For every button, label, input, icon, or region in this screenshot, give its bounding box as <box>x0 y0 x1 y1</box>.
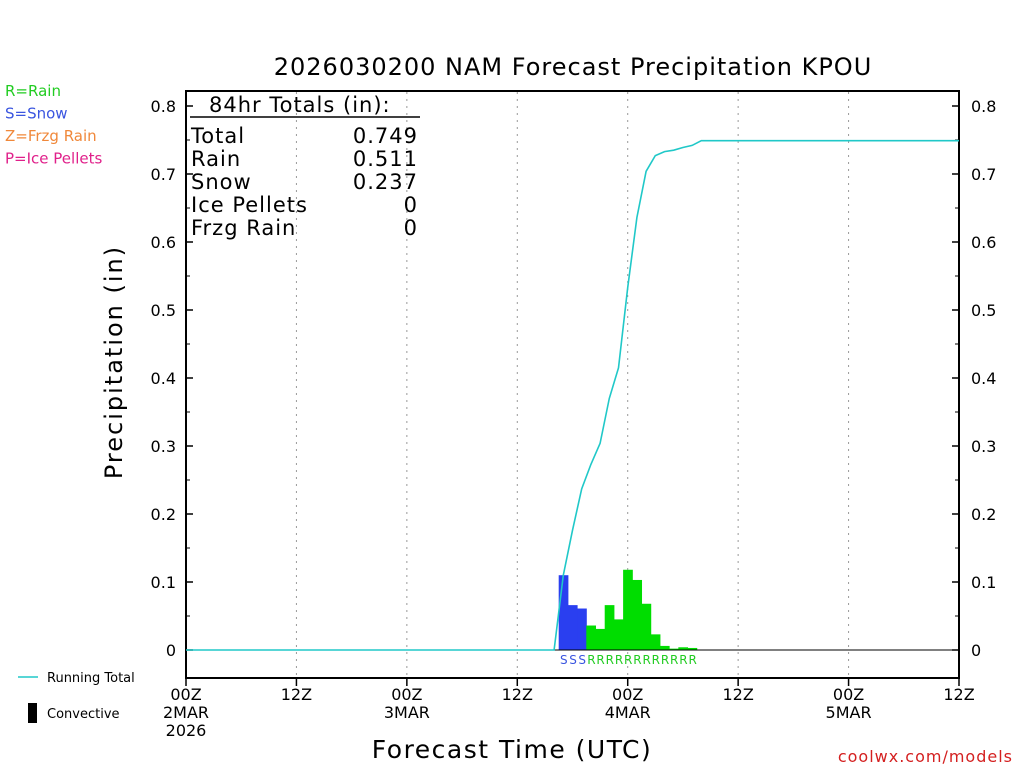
running-total-series <box>186 139 959 651</box>
y-tick-label-right: 0.2 <box>971 505 996 524</box>
chart-title: 2026030200 NAM Forecast Precipitation KP… <box>274 53 873 81</box>
precip-bar <box>604 605 615 650</box>
precip-type-letter: R <box>624 653 632 667</box>
precip-bar <box>669 648 679 650</box>
watermark-text: coolwx.com/models <box>838 747 1013 766</box>
x-tick-label: 3MAR <box>384 703 430 722</box>
precip-type-letter: S <box>578 653 586 667</box>
x-tick-label: 5MAR <box>826 703 872 722</box>
precip-type-letter: R <box>633 653 641 667</box>
precip-type-letter: S <box>569 653 577 667</box>
plot-frame <box>185 90 960 679</box>
totals-row-label: Ice Pellets <box>191 193 308 217</box>
precip-key-label: Z=Frzg Rain <box>5 127 97 145</box>
chart-legend: Running Total Convective <box>18 671 135 723</box>
y-tick-label-left: 0.5 <box>151 301 176 320</box>
totals-row-label: Total <box>190 124 245 148</box>
y-tick-label-right: 0.5 <box>971 301 996 320</box>
precip-type-letter: R <box>642 653 650 667</box>
y-tick-label-left: 0.1 <box>151 573 176 592</box>
totals-row-value: 0 <box>404 216 418 240</box>
y-tick-label-left: 0.3 <box>151 437 176 456</box>
totals-row-value: 0 <box>404 193 418 217</box>
x-tick-label: 12Z <box>722 685 753 704</box>
y-tick-label-right: 0 <box>971 641 981 660</box>
precip-type-letter: R <box>679 653 687 667</box>
x-tick-label: 4MAR <box>605 703 651 722</box>
y-tick-label-left: 0.8 <box>151 97 176 116</box>
x-tick-label: 00Z <box>612 685 643 704</box>
totals-header: 84hr Totals (in): <box>209 93 391 117</box>
precip-bars <box>186 569 959 651</box>
precip-bar <box>632 579 643 650</box>
x-tick-label: 2026 <box>166 721 207 740</box>
y-tick-label-left: 0.6 <box>151 233 176 252</box>
x-tick-label: 00Z <box>170 685 201 704</box>
precip-type-letter: R <box>606 653 614 667</box>
totals-row-value: 0.511 <box>353 147 418 171</box>
precip-bar <box>623 569 633 650</box>
x-tick-label: 12Z <box>943 685 974 704</box>
precip-type-letter: R <box>688 653 696 667</box>
precip-type-letter: R <box>596 653 604 667</box>
y-axis-label: Precipitation (in) <box>100 245 128 479</box>
y-tick-label-left: 0.2 <box>151 505 176 524</box>
totals-box: 84hr Totals (in): Total 0.749 Rain 0.511 Sno… <box>190 93 420 240</box>
y-tick-label-right: 0.6 <box>971 233 996 252</box>
totals-row-label: Rain <box>191 147 241 171</box>
precip-bar <box>641 603 652 650</box>
precip-key-label: P=Ice Pellets <box>5 150 102 168</box>
precip-type-key: R=Rain S=Snow Z=Frzg Rain P=Ice Pellets <box>5 82 102 168</box>
precip-key-label: R=Rain <box>5 82 61 100</box>
y-tick-label-left: 0.7 <box>151 165 176 184</box>
totals-row-label: Snow <box>191 170 252 194</box>
legend-label: Convective <box>47 707 120 722</box>
precip-bar <box>687 647 698 650</box>
y-tick-label-right: 0.4 <box>971 369 996 388</box>
precip-bar <box>595 628 606 650</box>
y-tick-label-right: 0.1 <box>971 573 996 592</box>
precip-bar <box>558 575 569 650</box>
y-tick-label-left: 0.4 <box>151 369 176 388</box>
precip-type-letter: R <box>661 653 669 667</box>
precip-type-letter: R <box>615 653 623 667</box>
precip-type-letter: R <box>587 653 595 667</box>
x-axis-label: Forecast Time (UTC) <box>372 735 652 764</box>
y-axis-ticks: 0 00.1 0.10.2 0.20.3 0.30.4 0.40.5 0.50.6 0.60.… <box>151 97 997 660</box>
legend-label: Running Total <box>47 671 135 686</box>
y-tick-label-right: 0.7 <box>971 165 996 184</box>
precip-bar <box>613 619 624 650</box>
x-tick-label: 2MAR <box>163 703 209 722</box>
x-tick-label: 00Z <box>391 685 422 704</box>
y-tick-label-left: 0 <box>166 641 176 660</box>
precip-type-letter: R <box>670 653 678 667</box>
precip-type-letter: S <box>560 653 568 667</box>
precip-bar <box>678 647 689 650</box>
y-tick-label-right: 0.3 <box>971 437 996 456</box>
totals-row-value: 0.237 <box>353 170 418 194</box>
precip-bar <box>586 625 597 650</box>
y-tick-label-right: 0.8 <box>971 97 996 116</box>
precip-bar <box>577 608 587 650</box>
precip-type-letter: R <box>652 653 660 667</box>
precip-bar <box>650 634 661 650</box>
x-tick-label: 00Z <box>833 685 864 704</box>
x-tick-label: 12Z <box>502 685 533 704</box>
running-total-line <box>186 139 959 651</box>
legend-bar-swatch <box>28 703 37 723</box>
precip-bar <box>567 605 578 650</box>
precip-bar <box>659 645 670 650</box>
precip-key-label: S=Snow <box>5 105 68 123</box>
totals-row-label: Frzg Rain <box>191 216 296 240</box>
x-tick-label: 12Z <box>281 685 312 704</box>
totals-row-value: 0.749 <box>353 124 418 148</box>
